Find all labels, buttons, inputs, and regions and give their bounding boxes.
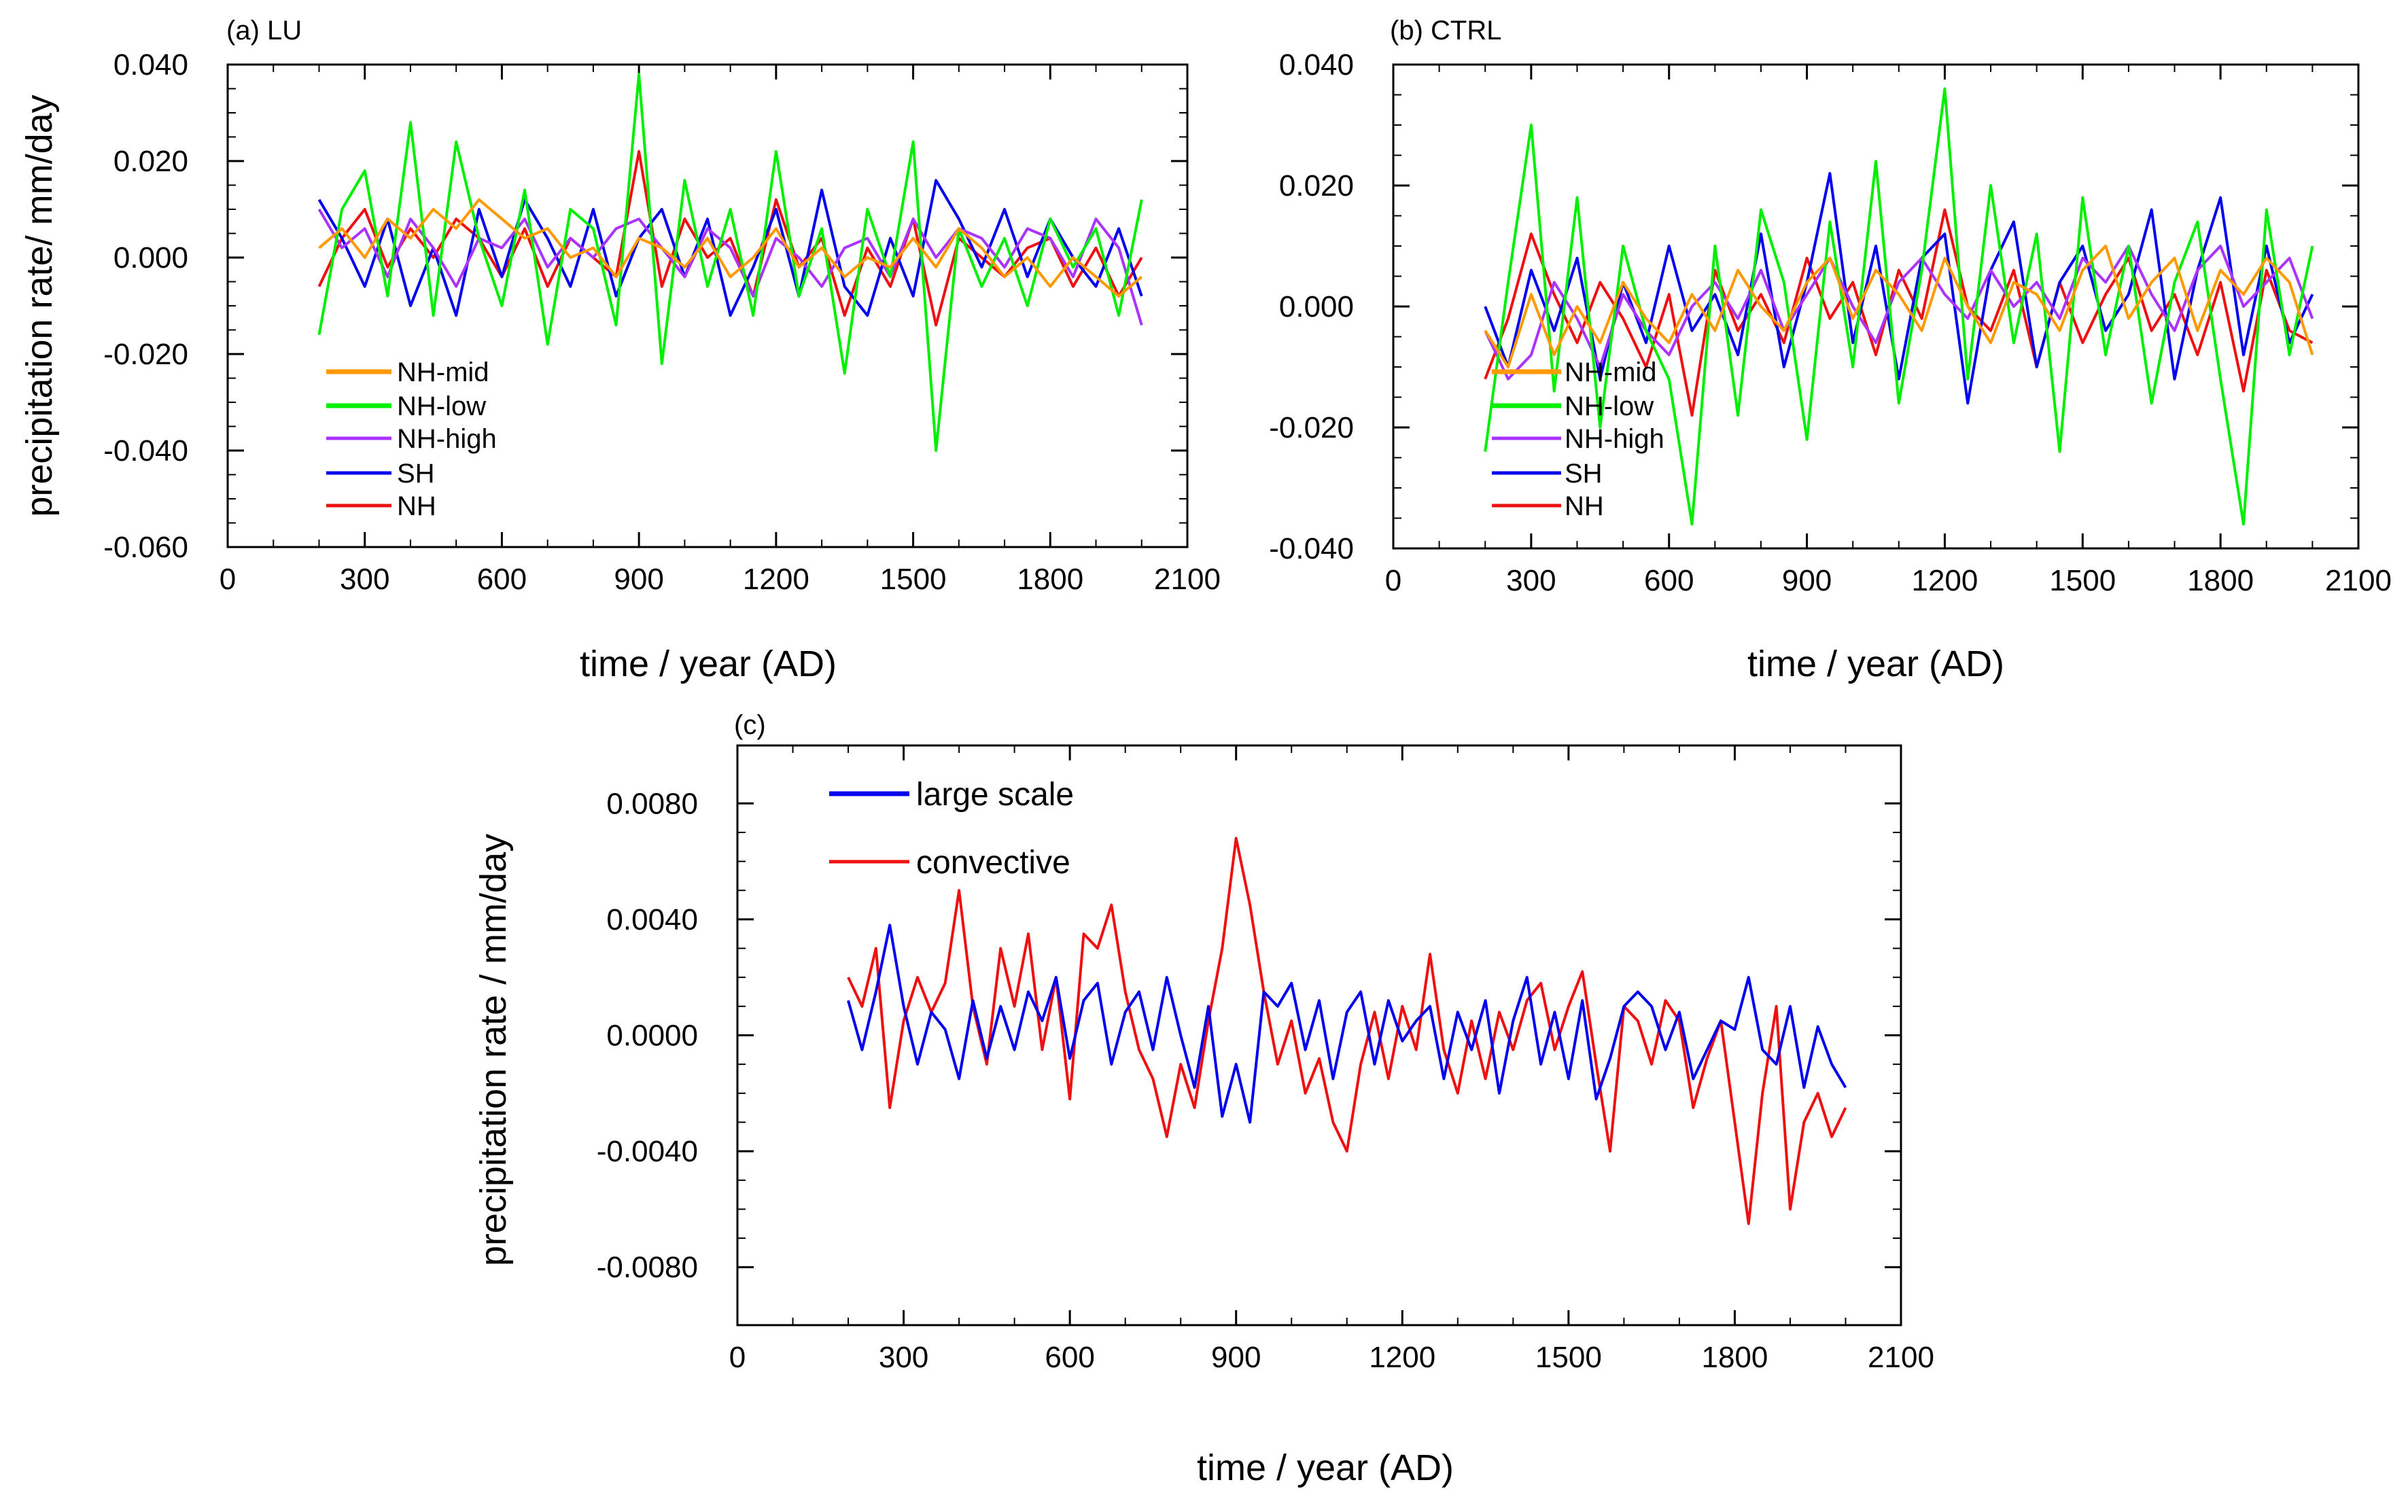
legend-b-label-sh: SH: [1565, 459, 1603, 489]
panel-a-series-nh-high: [317, 208, 1143, 326]
panel-c-plot-area: [847, 837, 1847, 1225]
panel-a-xtick-label: 0: [220, 563, 236, 596]
panel-c-ytick-label: 0.0000: [606, 1019, 698, 1053]
panel-a-series-sh: [317, 179, 1143, 317]
panel-c-xtick-label: 600: [1045, 1341, 1094, 1374]
panel-a-xtick-label: 1800: [1017, 563, 1083, 596]
panel-a-ytick-label: 0.020: [114, 145, 188, 178]
panel-a-series-nh-low: [317, 73, 1143, 452]
panel-a-ytick-label: -0.040: [103, 434, 188, 468]
panel-b-xtick-label: 1500: [2049, 564, 2116, 597]
panel-a-xtick-label: 300: [340, 563, 389, 596]
panel-b-series-nh-mid: [1484, 245, 2314, 368]
panel-a: (a) LU precipitation rate/ mm/day time /…: [19, 16, 1221, 684]
panel-a-xlabel: time / year (AD): [580, 644, 837, 684]
panel-b-frame: [1392, 63, 2360, 550]
panel-c-xlabel: time / year (AD): [1197, 1447, 1454, 1488]
panel-c-legend: large scale convective: [829, 777, 1074, 881]
panel-b-ytick-label: -0.020: [1269, 411, 1354, 444]
legend-a-label-nh-high: NH-high: [397, 424, 497, 454]
panel-c-xtick-label: 900: [1211, 1341, 1261, 1374]
panel-a-title: (a) LU: [226, 16, 302, 46]
panel-b-series-nh-low: [1484, 87, 2314, 526]
panel-b-legend: NH-mid NH-low NH-high SH NH: [1492, 357, 1664, 521]
panel-c-series-large-scale: [847, 924, 1847, 1124]
panel-c-xtick-label: 300: [879, 1341, 928, 1374]
panel-c-frame: [736, 744, 1902, 1326]
panel-a-xtick-label: 900: [614, 563, 663, 596]
panel-c-xtick-label: 1200: [1369, 1341, 1435, 1374]
legend-c-label-large-scale: large scale: [916, 777, 1074, 813]
panel-b-ytick-label: -0.040: [1269, 532, 1354, 565]
panel-c-ytick-label: 0.0040: [606, 903, 698, 936]
panel-b-xtick-label: 300: [1506, 564, 1556, 597]
panel-a-xtick-label: 2100: [1154, 563, 1221, 596]
panel-b-xtick-label: 1800: [2187, 564, 2254, 597]
panel-c-xtick-label: 1500: [1535, 1341, 1602, 1374]
panel-b-xlabel: time / year (AD): [1747, 644, 2004, 684]
panel-b-xtick-label: 600: [1644, 564, 1694, 597]
panel-b-plot-area: [1484, 87, 2314, 526]
legend-c-label-convective: convective: [916, 845, 1070, 881]
legend-a-label-sh: SH: [397, 459, 435, 489]
panel-a-frame: [226, 63, 1189, 548]
panel-b-xtick-label: 2100: [2325, 564, 2392, 597]
panel-c-xtick-label: 0: [729, 1341, 746, 1374]
legend-b-label-nh-mid: NH-mid: [1565, 357, 1657, 387]
legend-a-label-nh-mid: NH-mid: [397, 357, 489, 387]
panel-a-ytick-label: -0.020: [103, 338, 188, 371]
panel-c-ytick-label: -0.0040: [597, 1135, 698, 1168]
panel-a-ytick-label: 0.000: [114, 241, 188, 275]
panel-a-ytick-label: 0.040: [114, 48, 188, 82]
panel-a-plot-area: [317, 73, 1143, 452]
panel-a-axes: 0 300 600 900 1200 1500 1800 2100 -0.060 -0.040 -0…: [103, 48, 1221, 596]
panel-b-series-nh-high: [1484, 245, 2314, 381]
panel-b: (b) CTRL time / year (AD) 0 300 600 900 1200…: [1269, 16, 2392, 684]
panel-b-xtick-label: 1200: [1911, 564, 1978, 597]
panel-a-xtick-label: 1500: [880, 563, 947, 596]
panel-a-ylabel: precipitation rate/ mm/day: [19, 94, 60, 516]
panel-b-xtick-label: 0: [1385, 564, 1401, 597]
panel-a-legend: NH-mid NH-low NH-high SH NH: [326, 357, 497, 521]
legend-a-label-nh-low: NH-low: [397, 391, 486, 421]
legend-b-label-nh-high: NH-high: [1565, 424, 1664, 454]
panel-b-xtick-label: 900: [1782, 564, 1832, 597]
panel-c-title: (c): [734, 710, 766, 740]
panel-b-ytick-label: 0.020: [1279, 169, 1354, 203]
panel-c: (c) precipitation rate / mm/day time / y…: [473, 710, 1934, 1488]
panel-b-axes: 0 300 600 900 1200 1500 1800 2100 -0.040 -0.020 0.…: [1269, 48, 2392, 597]
panel-c-ylabel: precipitation rate / mm/day: [473, 834, 514, 1266]
legend-b-label-nh: NH: [1565, 491, 1604, 521]
panel-c-ytick-label: 0.0080: [606, 787, 698, 820]
panel-a-series-nh-mid: [318, 198, 1143, 298]
panel-a-ytick-label: -0.060: [103, 531, 188, 564]
panel-a-xtick-label: 600: [477, 563, 527, 596]
legend-a-label-nh: NH: [397, 491, 436, 521]
panel-c-xtick-label: 1800: [1701, 1341, 1768, 1374]
panel-b-ytick-label: 0.000: [1279, 290, 1354, 323]
panel-c-axes: 0 300 600 900 1200 1500 1800 2100 -0.0080 -0.0040…: [597, 745, 1934, 1374]
panel-c-series-convective: [847, 837, 1847, 1225]
panel-b-series-nh: [1484, 208, 2314, 417]
panel-b-ytick-label: 0.040: [1279, 48, 1354, 82]
legend-b-label-nh-low: NH-low: [1565, 391, 1654, 421]
panel-c-ytick-label: -0.0080: [597, 1251, 698, 1284]
panel-a-xtick-label: 1200: [743, 563, 809, 596]
panel-c-xtick-label: 2100: [1868, 1341, 1934, 1374]
panel-b-title: (b) CTRL: [1390, 16, 1501, 46]
